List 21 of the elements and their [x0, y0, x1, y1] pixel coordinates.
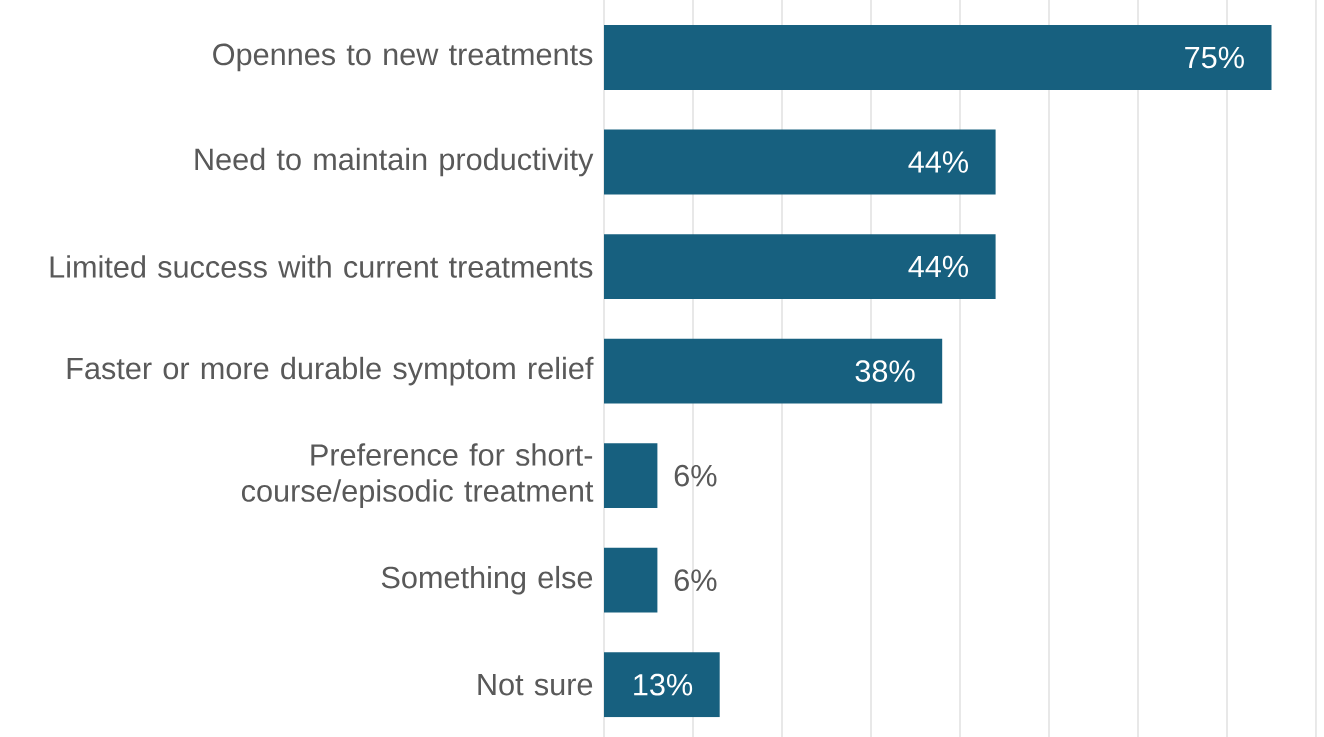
bar [604, 25, 1272, 90]
bar [604, 129, 996, 195]
data-label: 75% [1185, 46, 1244, 69]
y-tick-label: Limited success with current treatments [50, 255, 593, 278]
data-label: 6% [674, 569, 717, 592]
y-tick-label: Something else [381, 565, 593, 595]
bar [604, 338, 943, 404]
y-tick-label: Not sure [478, 674, 593, 696]
y-tick-label: Faster or more durable symptom relief [67, 356, 594, 386]
data-label: 6% [674, 464, 717, 487]
bar [604, 652, 720, 718]
bar [604, 443, 658, 509]
bar [604, 234, 996, 299]
bar [604, 547, 658, 613]
data-label: 38% [855, 360, 915, 382]
data-label: 44% [908, 255, 969, 278]
data-label: 13% [634, 673, 693, 696]
y-tick-label: Need to maintain productivity [195, 147, 594, 177]
y-tick-label: Preference for short-course/episodic treatment [241, 443, 594, 508]
data-label: 44% [908, 151, 969, 173]
y-tick-label: Opennes to new treatments [213, 43, 593, 72]
